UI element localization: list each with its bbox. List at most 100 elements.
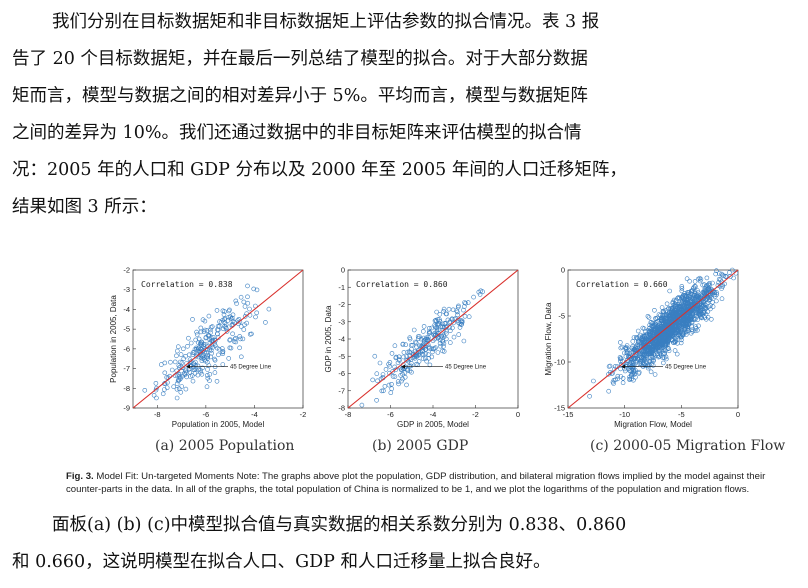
- scatter-point: [670, 324, 676, 329]
- scatter-point: [704, 286, 710, 292]
- scatter-point: [462, 313, 468, 319]
- scatter-point: [186, 335, 191, 341]
- scatter-point: [697, 305, 703, 311]
- scatter-point: [417, 343, 422, 349]
- scatter-point: [693, 301, 698, 307]
- scatter-point: [664, 338, 670, 344]
- scatter-point: [670, 299, 676, 305]
- scatter-point: [142, 388, 148, 393]
- scatter-point: [253, 314, 258, 320]
- annotation-label: 45 Degree Line: [230, 365, 272, 371]
- scatter-point: [203, 358, 208, 364]
- scatter-point: [179, 365, 185, 370]
- scatter-point: [631, 335, 637, 340]
- scatter-point: [438, 343, 443, 349]
- scatter-point: [633, 343, 639, 349]
- scatter-point: [205, 354, 210, 359]
- y-axis-label: GDP in 2005, Data: [324, 305, 333, 373]
- scatter-point: [396, 357, 402, 362]
- scatter-point: [635, 342, 640, 347]
- y-tick-label: -8: [338, 404, 345, 413]
- scatter-point: [437, 321, 442, 327]
- scatter-point: [704, 275, 710, 281]
- scatter-point: [214, 379, 220, 384]
- scatter-point: [191, 367, 196, 373]
- scatter-point: [665, 340, 670, 346]
- scatter-point: [174, 395, 180, 401]
- scatter-point: [187, 369, 192, 375]
- scatter-point: [426, 352, 431, 357]
- scatter-point: [450, 325, 455, 331]
- scatter-point: [636, 357, 641, 362]
- scatter-point: [653, 346, 659, 352]
- scatter-point: [223, 324, 228, 330]
- scatter-point: [239, 354, 244, 360]
- scatter-point: [693, 294, 699, 300]
- scatter-point: [186, 352, 192, 358]
- y-tick-label: -2: [338, 300, 345, 309]
- y-tick-label: -6: [338, 369, 345, 378]
- scatter-point: [441, 334, 447, 339]
- figure-panel-c: -15 -10 -5 0 0 -5 -10 -15 Migration Flow, Model M…: [540, 262, 750, 462]
- scatter-point: [673, 330, 678, 335]
- figure-panel-a: -8 -6 -4 -2 -2 -3 -4 -5 -6 -7 -8 -9 Population in 20…: [105, 262, 315, 462]
- scatter-point: [622, 368, 628, 374]
- scatter-point: [205, 373, 210, 378]
- scatter-point: [672, 336, 678, 341]
- scatter-point: [684, 303, 690, 309]
- scatter-point: [359, 402, 365, 408]
- scatter-point: [727, 270, 732, 275]
- scatter-point: [650, 324, 655, 330]
- figure-panel-b: -8 -6 -4 -2 0 0 -1 -2 -3 -4 -5 -6 -7 -8 GDP in 2005, M…: [320, 262, 530, 462]
- y-axis-label: Population in 2005, Data: [109, 295, 118, 383]
- scatter-point: [263, 320, 268, 325]
- scatter-point: [702, 305, 708, 310]
- scatter-point: [678, 322, 684, 328]
- scatter-point: [374, 398, 379, 403]
- scatter-point: [676, 330, 682, 335]
- scatter-point: [645, 313, 651, 319]
- scatter-point: [424, 358, 429, 364]
- scatter-point: [673, 324, 678, 329]
- scatter-point: [661, 355, 667, 361]
- scatter-point: [661, 360, 666, 366]
- scatter-point: [240, 336, 246, 342]
- scatter-point: [695, 317, 700, 323]
- scatter-point: [444, 331, 449, 336]
- scatter-point: [425, 336, 431, 342]
- scatter-point: [641, 326, 647, 331]
- scatter-point: [153, 387, 159, 393]
- scatter-point: [696, 323, 701, 329]
- y-tick-label: -2: [123, 266, 130, 275]
- scatter-point: [660, 345, 666, 350]
- scatter-point: [251, 286, 256, 292]
- scatter-point: [661, 332, 666, 338]
- plot-frame: [132, 269, 304, 409]
- scatter-point: [471, 294, 476, 300]
- paragraph-1-line: 结果如图 3 所示：: [12, 197, 157, 217]
- scatter-point: [405, 368, 410, 373]
- paragraph-2-line: 面板(a) (b) (c)中模型拟合值与真实数据的相关系数分别为 0.838、0…: [52, 515, 627, 535]
- scatter-chart-migration: -15 -10 -5 0 0 -5 -10 -15 Migration Flow, Model M…: [544, 266, 740, 430]
- x-tick-label: -5: [678, 410, 685, 419]
- scatter-point: [685, 317, 690, 323]
- scatter-point: [440, 348, 445, 354]
- scatter-point: [172, 359, 178, 365]
- y-tick-label: -6: [123, 344, 130, 353]
- scatter-point: [652, 307, 657, 313]
- scatter-point: [204, 384, 210, 389]
- scatter-point: [675, 324, 681, 329]
- scatter-point: [716, 276, 722, 282]
- scatter-point: [684, 324, 690, 330]
- scatter-point: [215, 331, 220, 337]
- scatter-point: [205, 356, 210, 361]
- annotation-label: 45 Degree Line: [445, 365, 487, 371]
- scatter-point: [630, 360, 636, 365]
- scatter-point: [420, 356, 426, 361]
- scatter-point: [651, 343, 656, 348]
- scatter-point: [730, 267, 735, 273]
- scatter-point: [427, 329, 432, 334]
- scatter-point: [702, 315, 708, 320]
- scatter-point: [669, 305, 675, 311]
- scatter-point: [210, 324, 215, 329]
